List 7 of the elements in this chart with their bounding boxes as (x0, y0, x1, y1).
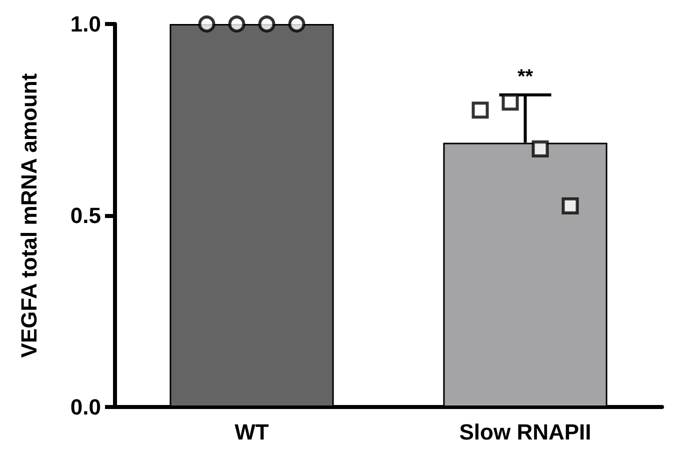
x-tick-label: WT (234, 420, 270, 444)
y-axis-title: VEGFA total mRNA amount (16, 72, 42, 358)
y-tick-label: 1.0 (70, 12, 101, 36)
x-tick-label: Slow RNAPII (459, 420, 592, 444)
y-tick-label: 0.5 (70, 203, 101, 228)
y-tick-label: 0.0 (70, 394, 101, 420)
annotation: ** (517, 66, 534, 88)
